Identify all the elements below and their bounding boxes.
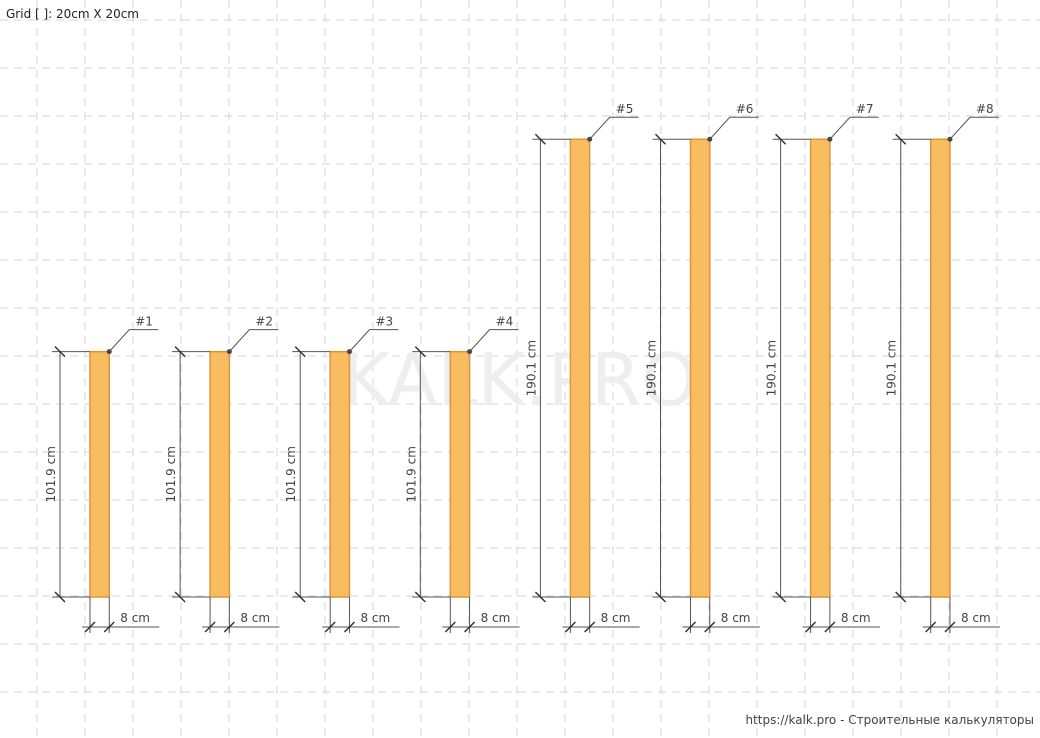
width-label: 8 cm [841,611,871,625]
leader-line [829,116,879,140]
width-tick-right [223,621,235,633]
width-tick-right [704,621,716,633]
length-label: 101.9 cm [284,446,298,502]
width-tick-right [584,621,596,633]
length-tick-bottom [54,591,66,603]
length-tick-bottom [895,591,907,603]
board-rect [209,350,231,598]
width-tick-right [103,621,115,633]
length-tick-bottom [534,591,546,603]
leader-line [228,329,279,352]
length-label: 190.1 cm [645,340,659,396]
board-id-label: #8 [976,102,994,116]
leader-line [589,116,639,140]
width-tick-right [464,621,476,633]
length-tick-top [414,346,426,358]
width-tick-left [684,621,697,633]
board-5: 190.1 cm 8 cm #5 [524,102,640,633]
board-id-label: #5 [616,102,634,116]
leader-line [709,116,759,140]
length-label: 101.9 cm [164,446,178,502]
length-tick-bottom [654,591,667,603]
board-rect [809,138,831,598]
width-label: 8 cm [721,611,751,625]
width-tick-right [824,621,836,633]
board-7: 190.1 cm 8 cm #7 [765,102,880,633]
width-tick-right [944,621,956,633]
leader-line [108,329,159,352]
length-tick-bottom [775,591,787,603]
board-2: 101.9 cm 8 cm #2 [164,315,280,633]
length-tick-top [174,346,186,358]
width-tick-left [204,621,216,633]
length-tick-top [654,133,667,145]
grid-scale-label: Grid [ ]: 20cm X 20cm [6,7,139,21]
board-id-label: #4 [496,315,514,329]
board-1: 101.9 cm 8 cm #1 [44,315,160,633]
board-id-label: #1 [135,315,153,329]
length-tick-bottom [174,591,186,603]
width-label: 8 cm [120,611,150,625]
watermark: KALK.PRO [342,338,698,422]
width-tick-left [324,621,336,633]
board-6: 190.1 cm 8 cm #6 [645,102,760,633]
width-tick-left [444,621,456,633]
width-tick-left [84,621,96,633]
width-tick-right [343,621,355,633]
board-id-label: #7 [856,102,874,116]
width-label: 8 cm [240,611,270,625]
leader-line [469,329,519,352]
footer-link[interactable]: https://kalk.pro - Строительные калькуля… [745,713,1034,727]
leader-line [349,329,399,352]
board-rect [329,350,351,598]
length-tick-top [775,133,787,145]
width-tick-left [564,621,576,633]
board-rect [689,138,711,598]
length-label: 101.9 cm [44,446,58,502]
length-tick-top [54,346,66,358]
width-label: 8 cm [360,611,390,625]
boards: 101.9 cm 8 cm #1 101.9 cm 8 cm #2 101.9 cm 8 cm… [44,102,1000,633]
board-rect [89,350,111,598]
board-id-label: #2 [255,315,273,329]
board-8: 190.1 cm 8 cm #8 [885,102,1000,633]
board-id-label: #6 [736,102,754,116]
width-tick-left [925,621,937,633]
length-tick-bottom [294,591,306,603]
board-id-label: #3 [375,315,393,329]
length-label: 190.1 cm [524,340,538,396]
length-tick-top [895,133,907,145]
length-tick-bottom [414,591,426,603]
length-label: 190.1 cm [765,340,779,396]
length-tick-top [534,133,546,145]
board-3: 101.9 cm 8 cm #3 [284,315,400,633]
width-label: 8 cm [961,611,991,625]
width-label: 8 cm [481,611,511,625]
width-label: 8 cm [601,611,631,625]
length-label: 190.1 cm [885,340,899,396]
leader-line [949,116,999,140]
board-rect [449,350,471,598]
width-tick-left [805,621,817,633]
length-tick-top [294,346,306,358]
length-label: 101.9 cm [404,446,418,502]
board-4: 101.9 cm 8 cm #4 [404,315,520,633]
board-rect [569,138,591,598]
board-rect [929,138,951,598]
